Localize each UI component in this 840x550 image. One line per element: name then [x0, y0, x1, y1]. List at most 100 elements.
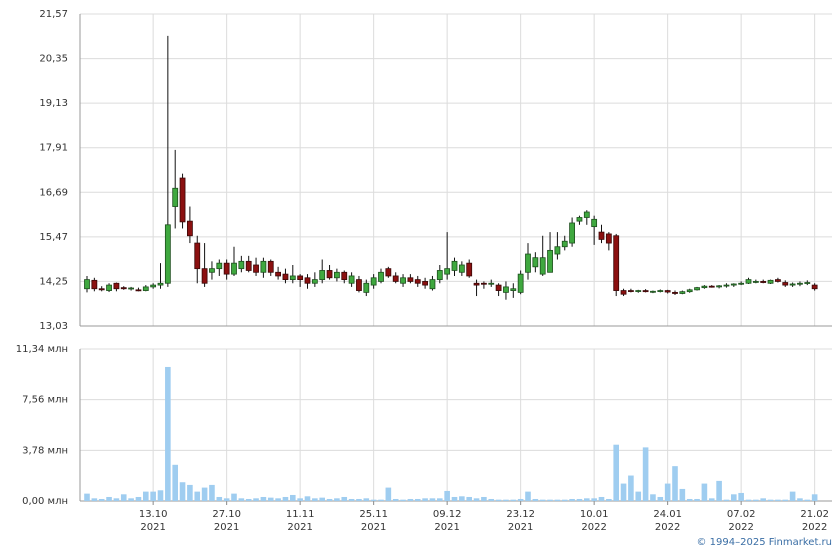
x-tick-label: 10.01 2022 [580, 509, 609, 533]
candle-body [657, 290, 664, 292]
volume-bar [400, 499, 406, 501]
y2-tick-label: 11,34 млн [16, 344, 68, 355]
volume-bar [231, 493, 237, 501]
candle-body [569, 222, 575, 244]
x-tick-label: 09.12 2021 [433, 509, 462, 533]
candle-body [260, 260, 267, 273]
y2-tick-label: 7,56 млн [22, 395, 68, 406]
volume-bar [708, 498, 715, 501]
candle-body [385, 268, 392, 277]
candle-body [539, 257, 546, 275]
candle-body [628, 290, 634, 292]
volume-bar [319, 497, 325, 501]
candle-body [231, 262, 237, 275]
candle-body [613, 235, 620, 291]
candle-body [120, 287, 127, 290]
volume-bar [194, 491, 201, 501]
volume-bar [253, 498, 259, 501]
volume-bar [775, 499, 781, 501]
volume-bar [414, 498, 421, 501]
y2-tick-label: 0,00 млн [22, 496, 68, 507]
volume-bar [576, 498, 583, 501]
volume-bar [348, 498, 355, 501]
volume-bar [804, 499, 811, 501]
volume-bar [686, 498, 693, 501]
volume-bar [275, 498, 281, 501]
volume-bar [106, 496, 112, 501]
candle-body [664, 290, 671, 293]
volume-bar [753, 499, 759, 501]
volume-bar [672, 466, 678, 501]
candle-body [473, 282, 480, 286]
candle-body [642, 290, 649, 293]
volume-bar [120, 494, 127, 501]
candle-body [451, 260, 458, 271]
candle-body [429, 279, 436, 290]
candle-body [179, 177, 186, 223]
x-tick-label: 11.11 2021 [286, 509, 315, 533]
candle-body [106, 284, 112, 291]
candle-body [98, 288, 105, 291]
volume-bar [481, 496, 487, 501]
candle-body [422, 281, 429, 286]
volume-bar [326, 498, 333, 501]
volume-bar [238, 498, 245, 501]
candle-body [716, 285, 722, 288]
candle-body [135, 289, 142, 292]
candle-body [282, 273, 289, 281]
volume-bar [223, 498, 230, 501]
volume-bar [172, 464, 178, 501]
volume-bar [216, 496, 223, 501]
volume-bar [716, 480, 722, 501]
candle-body [686, 289, 693, 293]
volume-bar [731, 494, 737, 501]
candle-body [164, 224, 171, 284]
candle-body [91, 279, 98, 290]
volume-bar [811, 494, 818, 501]
volume-bar [517, 498, 524, 501]
candle-body [194, 242, 201, 270]
y-tick-label: 21,57 [39, 9, 68, 20]
volume-bar [642, 447, 649, 501]
volume-bar [459, 496, 465, 501]
volume-bar [738, 492, 744, 501]
candle-body [326, 270, 333, 279]
volume-bar [767, 499, 774, 501]
volume-bar [187, 484, 193, 501]
candle-body [186, 220, 193, 237]
candle-body [730, 283, 737, 286]
volume-bar [694, 498, 700, 501]
volume-bar [606, 498, 612, 501]
candle-body [782, 282, 789, 286]
candle-body [267, 260, 274, 273]
candle-body [752, 281, 759, 283]
x-tick-label: 27.10 2021 [212, 509, 241, 533]
volume-bar [201, 487, 208, 501]
volume-bar [98, 498, 105, 501]
candle-body [458, 264, 465, 273]
candle-body [253, 264, 259, 273]
y-tick-label: 16,69 [39, 187, 68, 198]
volume-bar [135, 496, 142, 501]
volume-bar [723, 499, 730, 501]
candle-body [775, 279, 781, 282]
candle-body [789, 283, 796, 286]
candle-body [407, 277, 414, 282]
candle-body [745, 279, 752, 284]
volume-bar [488, 498, 495, 501]
volume-bar [150, 491, 156, 501]
y2-tick-label: 3,78 млн [22, 445, 68, 456]
volume-bar [561, 499, 568, 501]
volume-bar [429, 498, 436, 501]
volume-bar [539, 499, 546, 501]
candle-body [532, 257, 539, 268]
volume-bar [525, 491, 531, 501]
y-tick-label: 19,13 [39, 98, 68, 109]
candle-body [216, 262, 223, 270]
volume-bar [473, 498, 480, 501]
volume-bar [613, 444, 619, 501]
volume-bar [437, 498, 443, 501]
volume-bar [356, 498, 362, 501]
volume-bar [282, 496, 289, 501]
